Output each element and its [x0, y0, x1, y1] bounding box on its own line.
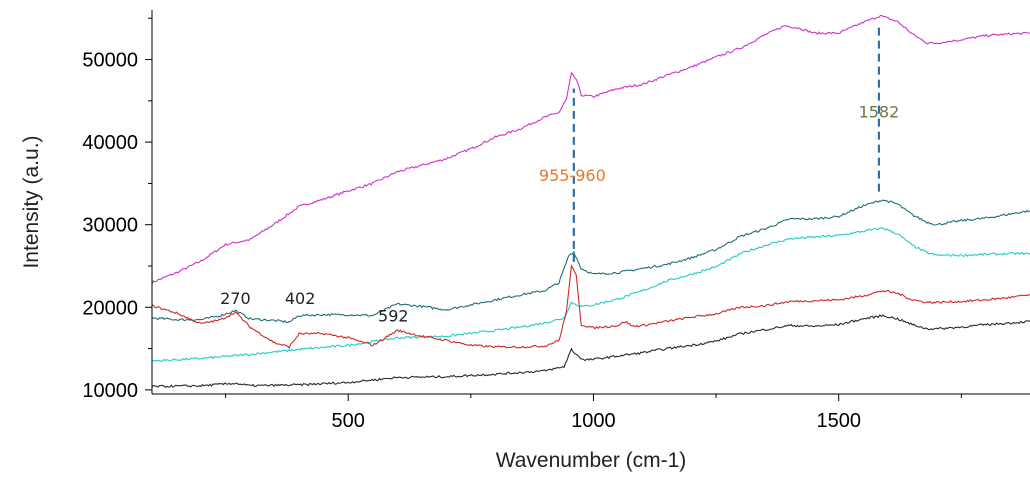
x-tick-label: 500 — [332, 410, 365, 432]
axes-layer: 10000 20000 30000 40000 50000 500 1000 1500 — [82, 10, 1030, 432]
peak-label-402: 402 — [285, 289, 316, 308]
guide-layer — [572, 26, 881, 262]
x-axis-title: Wavenumber (cm-1) — [496, 449, 687, 472]
y-tick-label: 50000 — [82, 50, 138, 72]
series-layer — [151, 15, 1030, 388]
x-tick-label: 1000 — [571, 410, 616, 432]
y-tick-label: 40000 — [82, 132, 138, 154]
y-tick-label: 10000 — [82, 380, 138, 402]
spectrum-line-3 — [151, 227, 1030, 363]
spectrum-line-5 — [151, 314, 1030, 388]
spectrum-line-2 — [151, 199, 1030, 324]
x-tick-label: 1500 — [816, 410, 861, 432]
peak-label-592: 592 — [378, 306, 409, 325]
peak-label-955-960: 955-960 — [539, 166, 606, 185]
y-tick-label: 20000 — [82, 297, 138, 319]
spectrum-line-4 — [151, 264, 1030, 349]
peak-label-270: 270 — [220, 289, 251, 308]
spectrum-line-1 — [151, 15, 1030, 284]
annotation-layer: 270 402 592 955-960 1582 — [220, 102, 899, 325]
peak-label-1582: 1582 — [859, 102, 900, 121]
y-tick-label: 30000 — [82, 215, 138, 237]
y-axis-title: Intensity (a.u.) — [20, 135, 43, 268]
